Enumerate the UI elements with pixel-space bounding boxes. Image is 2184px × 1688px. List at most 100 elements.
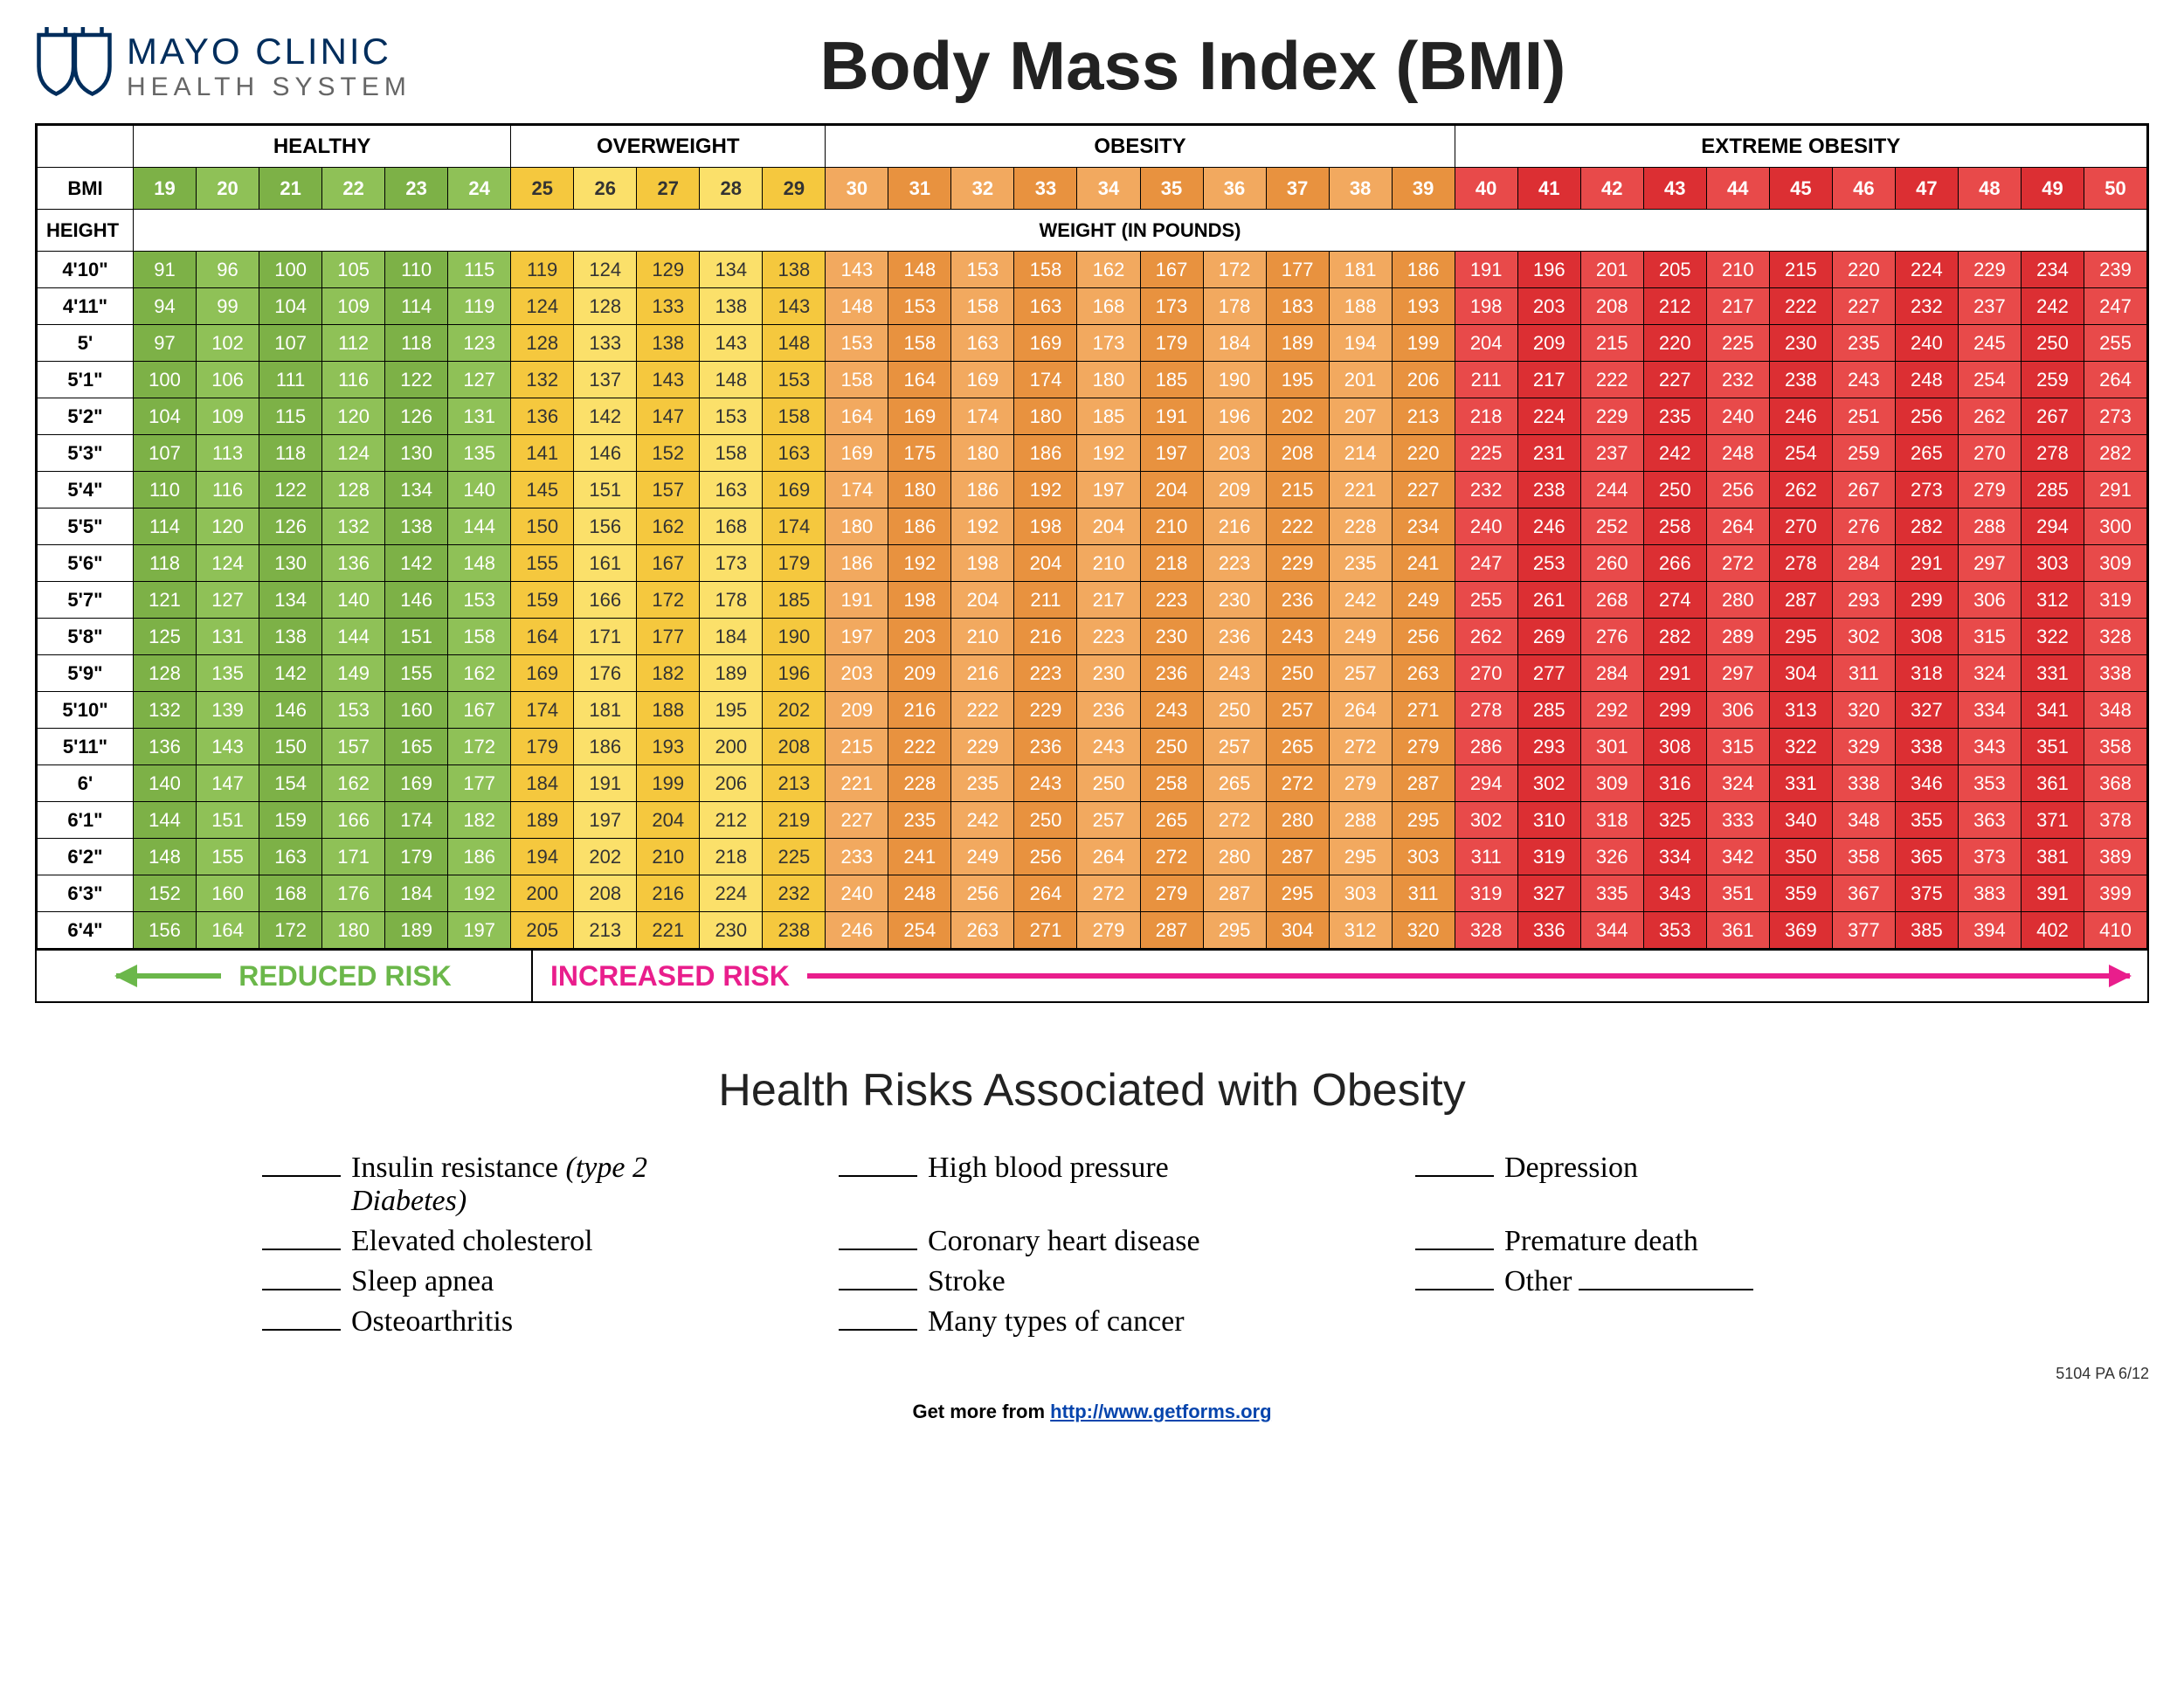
weight-cell: 230 [1203,582,1266,619]
weight-cell: 288 [1329,802,1392,839]
weight-cell: 252 [1580,508,1643,545]
weight-cell: 333 [1706,802,1769,839]
weight-cell: 209 [888,655,951,692]
weight-cell: 363 [1958,802,2021,839]
weight-cell: 173 [1077,325,1140,362]
weight-cell: 198 [888,582,951,619]
weight-cell: 115 [448,252,511,288]
weight-cell: 196 [763,655,826,692]
weight-cell: 250 [1014,802,1077,839]
weight-cell: 221 [637,912,700,949]
weight-cell: 389 [2084,839,2146,875]
weight-cell: 273 [1895,472,1958,508]
weight-cell: 244 [1580,472,1643,508]
weight-cell: 186 [1392,252,1455,288]
weight-cell: 130 [385,435,448,472]
weight-cell: 295 [1329,839,1392,875]
weight-cell: 180 [951,435,1014,472]
weight-cell: 232 [1895,288,1958,325]
risk-bar: REDUCED RISK INCREASED RISK [35,951,2149,1003]
weight-cell: 266 [1643,545,1706,582]
weight-cell: 302 [1832,619,1895,655]
weight-cell: 163 [259,839,322,875]
weight-cell: 156 [134,912,197,949]
weight-cell: 148 [448,545,511,582]
weight-cell: 293 [1517,729,1580,765]
weight-cell: 159 [259,802,322,839]
weight-cell: 124 [511,288,574,325]
reduced-risk-label: REDUCED RISK [238,960,452,993]
weight-cell: 227 [1392,472,1455,508]
weight-cell: 127 [448,362,511,398]
weight-cell: 158 [700,435,763,472]
weight-cell: 234 [1392,508,1455,545]
weight-cell: 193 [1392,288,1455,325]
weight-cell: 210 [1140,508,1203,545]
weight-cell: 227 [1643,362,1706,398]
weight-cell: 169 [385,765,448,802]
weight-cell: 300 [2084,508,2146,545]
weight-cell: 280 [1706,582,1769,619]
weight-cell: 228 [888,765,951,802]
weight-cell: 240 [1706,398,1769,435]
weight-cell: 327 [1895,692,1958,729]
arrow-right-icon [807,973,2130,979]
weight-cell: 171 [574,619,637,655]
height-cell: 5'3" [38,435,134,472]
weight-cell: 272 [1706,545,1769,582]
weight-cell: 303 [1329,875,1392,912]
bmi-value: 45 [1769,168,1832,210]
weight-cell: 189 [1266,325,1329,362]
weight-cell: 263 [951,912,1014,949]
height-cell: 4'11" [38,288,134,325]
weight-cell: 124 [322,435,385,472]
weight-cell: 312 [1329,912,1392,949]
weight-cell: 134 [259,582,322,619]
weight-cell: 355 [1895,802,1958,839]
weight-cell: 256 [1706,472,1769,508]
weight-cell: 233 [826,839,888,875]
weight-cell: 369 [1769,912,1832,949]
weight-cell: 118 [134,545,197,582]
weight-cell: 293 [1832,582,1895,619]
weight-cell: 211 [1014,582,1077,619]
weight-cell: 197 [1077,472,1140,508]
footer-link-url[interactable]: http://www.getforms.org [1050,1401,1271,1422]
weight-cell: 265 [1203,765,1266,802]
bmi-value: 38 [1329,168,1392,210]
weight-cell: 272 [1329,729,1392,765]
weight-cell: 222 [888,729,951,765]
weight-cell: 186 [826,545,888,582]
weight-cell: 185 [763,582,826,619]
weight-cell: 215 [1266,472,1329,508]
weight-cell: 218 [700,839,763,875]
weight-cell: 116 [197,472,259,508]
weight-cell: 280 [1266,802,1329,839]
weight-cell: 94 [134,288,197,325]
weight-cell: 205 [1643,252,1706,288]
weight-cell: 162 [448,655,511,692]
bmi-value: 36 [1203,168,1266,210]
weight-cell: 246 [826,912,888,949]
weight-cell: 138 [259,619,322,655]
weight-cell: 181 [1329,252,1392,288]
weight-cell: 284 [1832,545,1895,582]
weight-cell: 292 [1580,692,1643,729]
weight-cell: 265 [1140,802,1203,839]
weight-cell: 177 [448,765,511,802]
weight-cell: 204 [1077,508,1140,545]
weight-cell: 180 [322,912,385,949]
weight-cell: 271 [1392,692,1455,729]
weight-cell: 243 [1203,655,1266,692]
height-cell: 5'6" [38,545,134,582]
weight-cell: 313 [1769,692,1832,729]
weight-cell: 143 [826,252,888,288]
height-cell: 6'3" [38,875,134,912]
weight-cell: 240 [1895,325,1958,362]
weight-cell: 192 [888,545,951,582]
weight-cell: 273 [2084,398,2146,435]
weight-cell: 241 [1392,545,1455,582]
weight-cell: 168 [700,508,763,545]
weight-cell: 309 [1580,765,1643,802]
bmi-value: 27 [637,168,700,210]
